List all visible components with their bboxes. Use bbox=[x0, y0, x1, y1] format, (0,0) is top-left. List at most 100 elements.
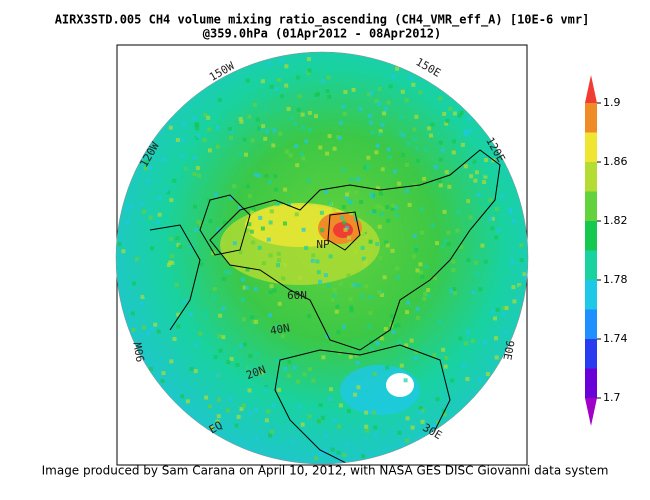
pixel bbox=[277, 91, 281, 96]
pixel bbox=[234, 423, 239, 428]
pixel bbox=[348, 354, 353, 359]
pixel bbox=[426, 293, 431, 298]
pixel bbox=[268, 88, 273, 93]
pixel bbox=[473, 178, 478, 183]
pixel bbox=[263, 386, 268, 391]
pixel bbox=[418, 410, 423, 415]
pixel bbox=[422, 347, 427, 352]
pixel bbox=[143, 292, 148, 297]
pixel bbox=[433, 164, 438, 169]
colorbar-segment bbox=[585, 191, 597, 221]
pixel bbox=[410, 425, 415, 430]
pixel bbox=[229, 135, 233, 140]
pixel bbox=[378, 255, 383, 260]
pixel bbox=[474, 170, 479, 175]
pixel bbox=[374, 98, 379, 103]
pixel bbox=[280, 334, 285, 339]
colorbar-tick-label: 1.82 bbox=[603, 214, 628, 227]
pixel bbox=[235, 363, 240, 367]
pixel bbox=[196, 220, 201, 225]
pixel bbox=[395, 275, 400, 280]
pixel bbox=[334, 309, 339, 314]
pixel bbox=[327, 94, 332, 99]
pixel bbox=[333, 418, 338, 423]
pixel bbox=[129, 203, 134, 208]
pixel bbox=[168, 125, 173, 130]
pixel bbox=[228, 397, 233, 402]
pixel bbox=[143, 166, 148, 171]
pixel bbox=[233, 347, 238, 352]
pixel bbox=[420, 274, 425, 279]
pixel bbox=[490, 226, 495, 231]
pixel bbox=[269, 284, 274, 289]
pixel bbox=[368, 239, 373, 244]
pixel bbox=[451, 150, 456, 155]
pixel bbox=[301, 227, 306, 232]
pixel bbox=[276, 78, 281, 82]
pixel bbox=[284, 149, 289, 154]
pixel bbox=[216, 414, 221, 419]
pixel bbox=[393, 169, 397, 174]
pixel bbox=[370, 130, 375, 135]
pixel bbox=[385, 243, 390, 248]
pixel bbox=[443, 367, 448, 372]
pixel bbox=[276, 251, 281, 256]
pixel bbox=[397, 340, 402, 345]
map-label: 60N bbox=[287, 289, 307, 302]
pixel bbox=[338, 136, 342, 141]
pixel bbox=[170, 260, 175, 265]
pixel bbox=[161, 371, 166, 376]
pixel bbox=[324, 433, 328, 438]
pixel bbox=[239, 407, 244, 411]
pixel bbox=[306, 57, 311, 62]
pixel bbox=[140, 295, 145, 299]
pixel bbox=[234, 94, 239, 99]
pixel bbox=[403, 378, 408, 383]
pixel bbox=[192, 172, 197, 177]
pixel bbox=[367, 113, 372, 118]
pixel bbox=[444, 170, 449, 175]
pixel bbox=[307, 68, 312, 73]
pixel bbox=[269, 84, 274, 89]
pixel bbox=[349, 177, 354, 182]
pixel bbox=[244, 152, 248, 157]
pixel bbox=[192, 115, 197, 120]
pixel bbox=[347, 235, 351, 240]
pixel bbox=[277, 301, 282, 306]
map-label: 90W bbox=[131, 341, 147, 363]
pixel bbox=[301, 125, 306, 130]
pixel bbox=[292, 365, 297, 370]
pixel bbox=[142, 209, 146, 214]
title: AIRX3STD.005 CH4 volume mixing ratio_asc… bbox=[55, 13, 590, 28]
pixel bbox=[294, 144, 299, 148]
pixel bbox=[444, 355, 449, 360]
pixel bbox=[478, 287, 483, 292]
pixel bbox=[325, 89, 330, 93]
pixel bbox=[494, 235, 499, 240]
pixel bbox=[238, 205, 242, 210]
pixel bbox=[327, 397, 332, 401]
pixel bbox=[267, 93, 272, 98]
pixel bbox=[215, 125, 220, 130]
pixel bbox=[153, 216, 158, 221]
pixel bbox=[207, 148, 212, 153]
pixel bbox=[229, 129, 233, 134]
pixel bbox=[234, 106, 239, 111]
pixel bbox=[436, 420, 440, 425]
pixel bbox=[241, 317, 246, 322]
pixel bbox=[468, 215, 473, 220]
pixel bbox=[239, 119, 244, 124]
pixel bbox=[250, 138, 255, 143]
pixel bbox=[451, 259, 456, 264]
pixel bbox=[342, 453, 347, 457]
pixel bbox=[480, 243, 485, 248]
pixel bbox=[150, 246, 154, 251]
pixel bbox=[369, 193, 374, 197]
pixel bbox=[215, 372, 220, 377]
pixel bbox=[383, 107, 388, 111]
pixel bbox=[307, 110, 312, 115]
pixel bbox=[353, 190, 358, 195]
pixel bbox=[176, 277, 181, 282]
pixel bbox=[296, 75, 301, 80]
pixel bbox=[337, 424, 341, 429]
